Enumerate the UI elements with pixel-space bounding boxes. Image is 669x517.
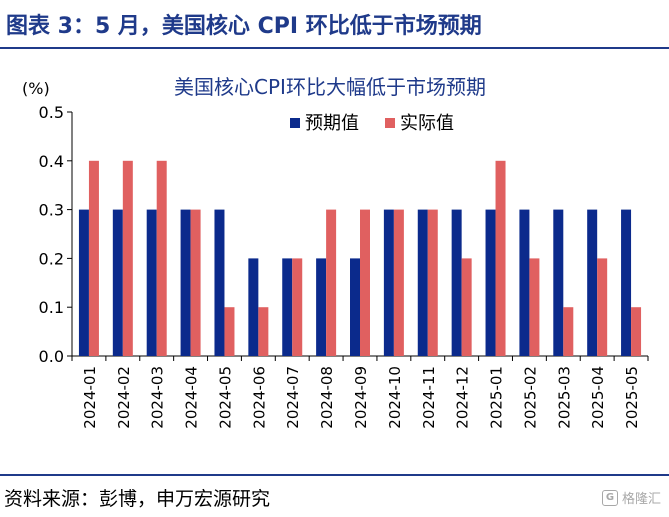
x-tick-label: 2025-04: [589, 366, 607, 429]
bar-actual: [461, 258, 472, 356]
bar-expected: [180, 209, 191, 356]
legend-label: 实际值: [400, 113, 454, 134]
bar-expected: [112, 209, 123, 356]
bar-actual: [495, 160, 506, 356]
bar-actual: [190, 209, 201, 356]
bar-actual: [292, 258, 303, 356]
x-axis: 2024-01 2024-02 2024-03 2024-04 2024-05 2024-…: [71, 355, 649, 429]
bar-actual: [258, 307, 269, 356]
bar-expected: [78, 209, 89, 356]
bar-expected: [316, 258, 327, 356]
bar-actual: [529, 258, 540, 356]
bar-actual: [597, 258, 608, 356]
source-note: 资料来源：彭博，申万宏源研究: [4, 488, 271, 510]
bar-expected: [383, 209, 394, 356]
legend: 预期值 实际值: [290, 113, 454, 134]
bar-actual: [326, 209, 337, 356]
x-tick-label: 2024-02: [115, 366, 133, 429]
bar-actual: [563, 307, 574, 356]
figure-title: 图表 3：5 月，美国核心 CPI 环比低于市场预期: [6, 14, 482, 39]
bar-expected: [587, 209, 598, 356]
bar-actual: [156, 160, 167, 356]
bar-actual: [360, 209, 370, 356]
bar-expected: [350, 258, 360, 356]
x-tick-label: 2024-08: [318, 366, 336, 429]
y-tick-label: 0.5: [39, 103, 64, 122]
x-tick-label: 2025-05: [623, 366, 641, 429]
bar-expected: [485, 209, 496, 356]
bar-expected: [248, 258, 259, 356]
y-tick-label: 0.2: [39, 249, 64, 268]
x-tick-label: 2024-10: [386, 366, 404, 429]
bar-actual: [393, 209, 404, 356]
y-tick-label: 0.3: [39, 201, 64, 220]
x-tick-label: 2024-05: [216, 366, 234, 429]
legend-label: 预期值: [305, 113, 359, 134]
bar-expected: [553, 209, 564, 356]
bar-actual: [122, 160, 133, 356]
unit-label: (%): [22, 79, 50, 98]
chart-title: 美国核心CPI环比大幅低于市场预期: [174, 75, 486, 99]
y-tick-label: 0.1: [39, 298, 64, 317]
x-tick-label: 2024-04: [183, 366, 201, 429]
bar-actual: [427, 209, 438, 356]
x-tick-label: 2024-07: [284, 366, 302, 429]
legend-swatch: [385, 118, 395, 128]
x-tick-label: 2024-01: [81, 366, 99, 429]
bar-actual: [224, 307, 235, 356]
x-tick-label: 2024-11: [420, 366, 438, 429]
y-tick-label: 0.0: [39, 347, 64, 366]
x-tick-label: 2024-12: [454, 366, 472, 429]
watermark: G 格隆汇: [601, 488, 661, 507]
bar-expected: [519, 209, 530, 356]
bar-expected: [146, 209, 157, 356]
bars: [78, 160, 642, 356]
bar-expected: [417, 209, 428, 356]
bar-expected: [621, 209, 632, 356]
x-tick-label: 2025-02: [521, 366, 539, 429]
y-axis: 0.0 0.1 0.2 0.3 0.4 0.5: [39, 103, 73, 366]
bar-actual: [631, 307, 642, 356]
chart: 美国核心CPI环比大幅低于市场预期 (%) 预期值 实际值 0.00.10.20.…: [22, 75, 649, 429]
x-tick-label: 2024-06: [250, 366, 268, 429]
y-tick-label: 0.4: [39, 152, 64, 171]
legend-swatch: [290, 118, 300, 128]
x-tick-label: 2024-09: [352, 366, 370, 429]
watermark-logo-icon: G: [601, 489, 618, 506]
bar-expected: [451, 209, 462, 356]
bar-expected: [282, 258, 293, 356]
x-tick-label: 2025-01: [488, 366, 506, 429]
watermark-text: 格隆汇: [621, 492, 661, 507]
title-rule: [0, 47, 669, 49]
x-tick-label: 2024-03: [149, 366, 167, 429]
bar-actual: [88, 160, 99, 356]
bar-expected: [214, 209, 225, 356]
source-rule: [0, 474, 669, 476]
x-tick-label: 2025-03: [555, 366, 573, 429]
